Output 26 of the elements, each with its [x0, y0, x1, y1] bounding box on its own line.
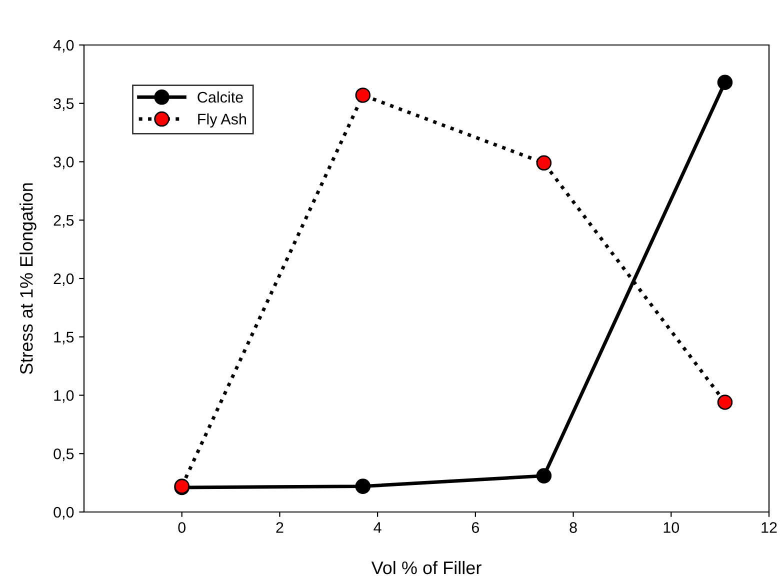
x-tick-label: 0	[178, 522, 186, 533]
point	[717, 394, 733, 410]
y-tick-label: 3,0	[54, 156, 74, 170]
point	[355, 478, 371, 494]
y-tick-label: 2,0	[54, 273, 74, 286]
x-tick-label: 10	[664, 522, 680, 533]
legend-label: Fly Ash	[198, 113, 246, 128]
y-tick-label: 0,5	[54, 448, 74, 462]
x-tick-label: 6	[472, 522, 480, 533]
x-tick-label: 2	[276, 522, 284, 533]
y-tick-label: 1,5	[54, 332, 74, 344]
point	[536, 155, 552, 171]
y-axis-title: Stress at 1% Elongation	[20, 183, 36, 374]
legend-label: Calcite	[198, 91, 243, 103]
y-tick-label: 1,0	[54, 390, 74, 403]
y-tick-label: 0,0	[54, 506, 74, 520]
point	[536, 468, 552, 484]
y-tick-label: 3,5	[54, 98, 74, 111]
x-tick-label: 4	[374, 522, 382, 533]
y-tick-label: 2,5	[54, 214, 74, 228]
y-tick-label: 4,0	[53, 40, 74, 52]
x-axis-title: Vol % of Filler	[371, 560, 482, 574]
point	[717, 74, 733, 90]
x-tick-label: 12	[762, 522, 777, 533]
x-tick-label: 8	[570, 522, 577, 533]
point	[355, 88, 371, 103]
